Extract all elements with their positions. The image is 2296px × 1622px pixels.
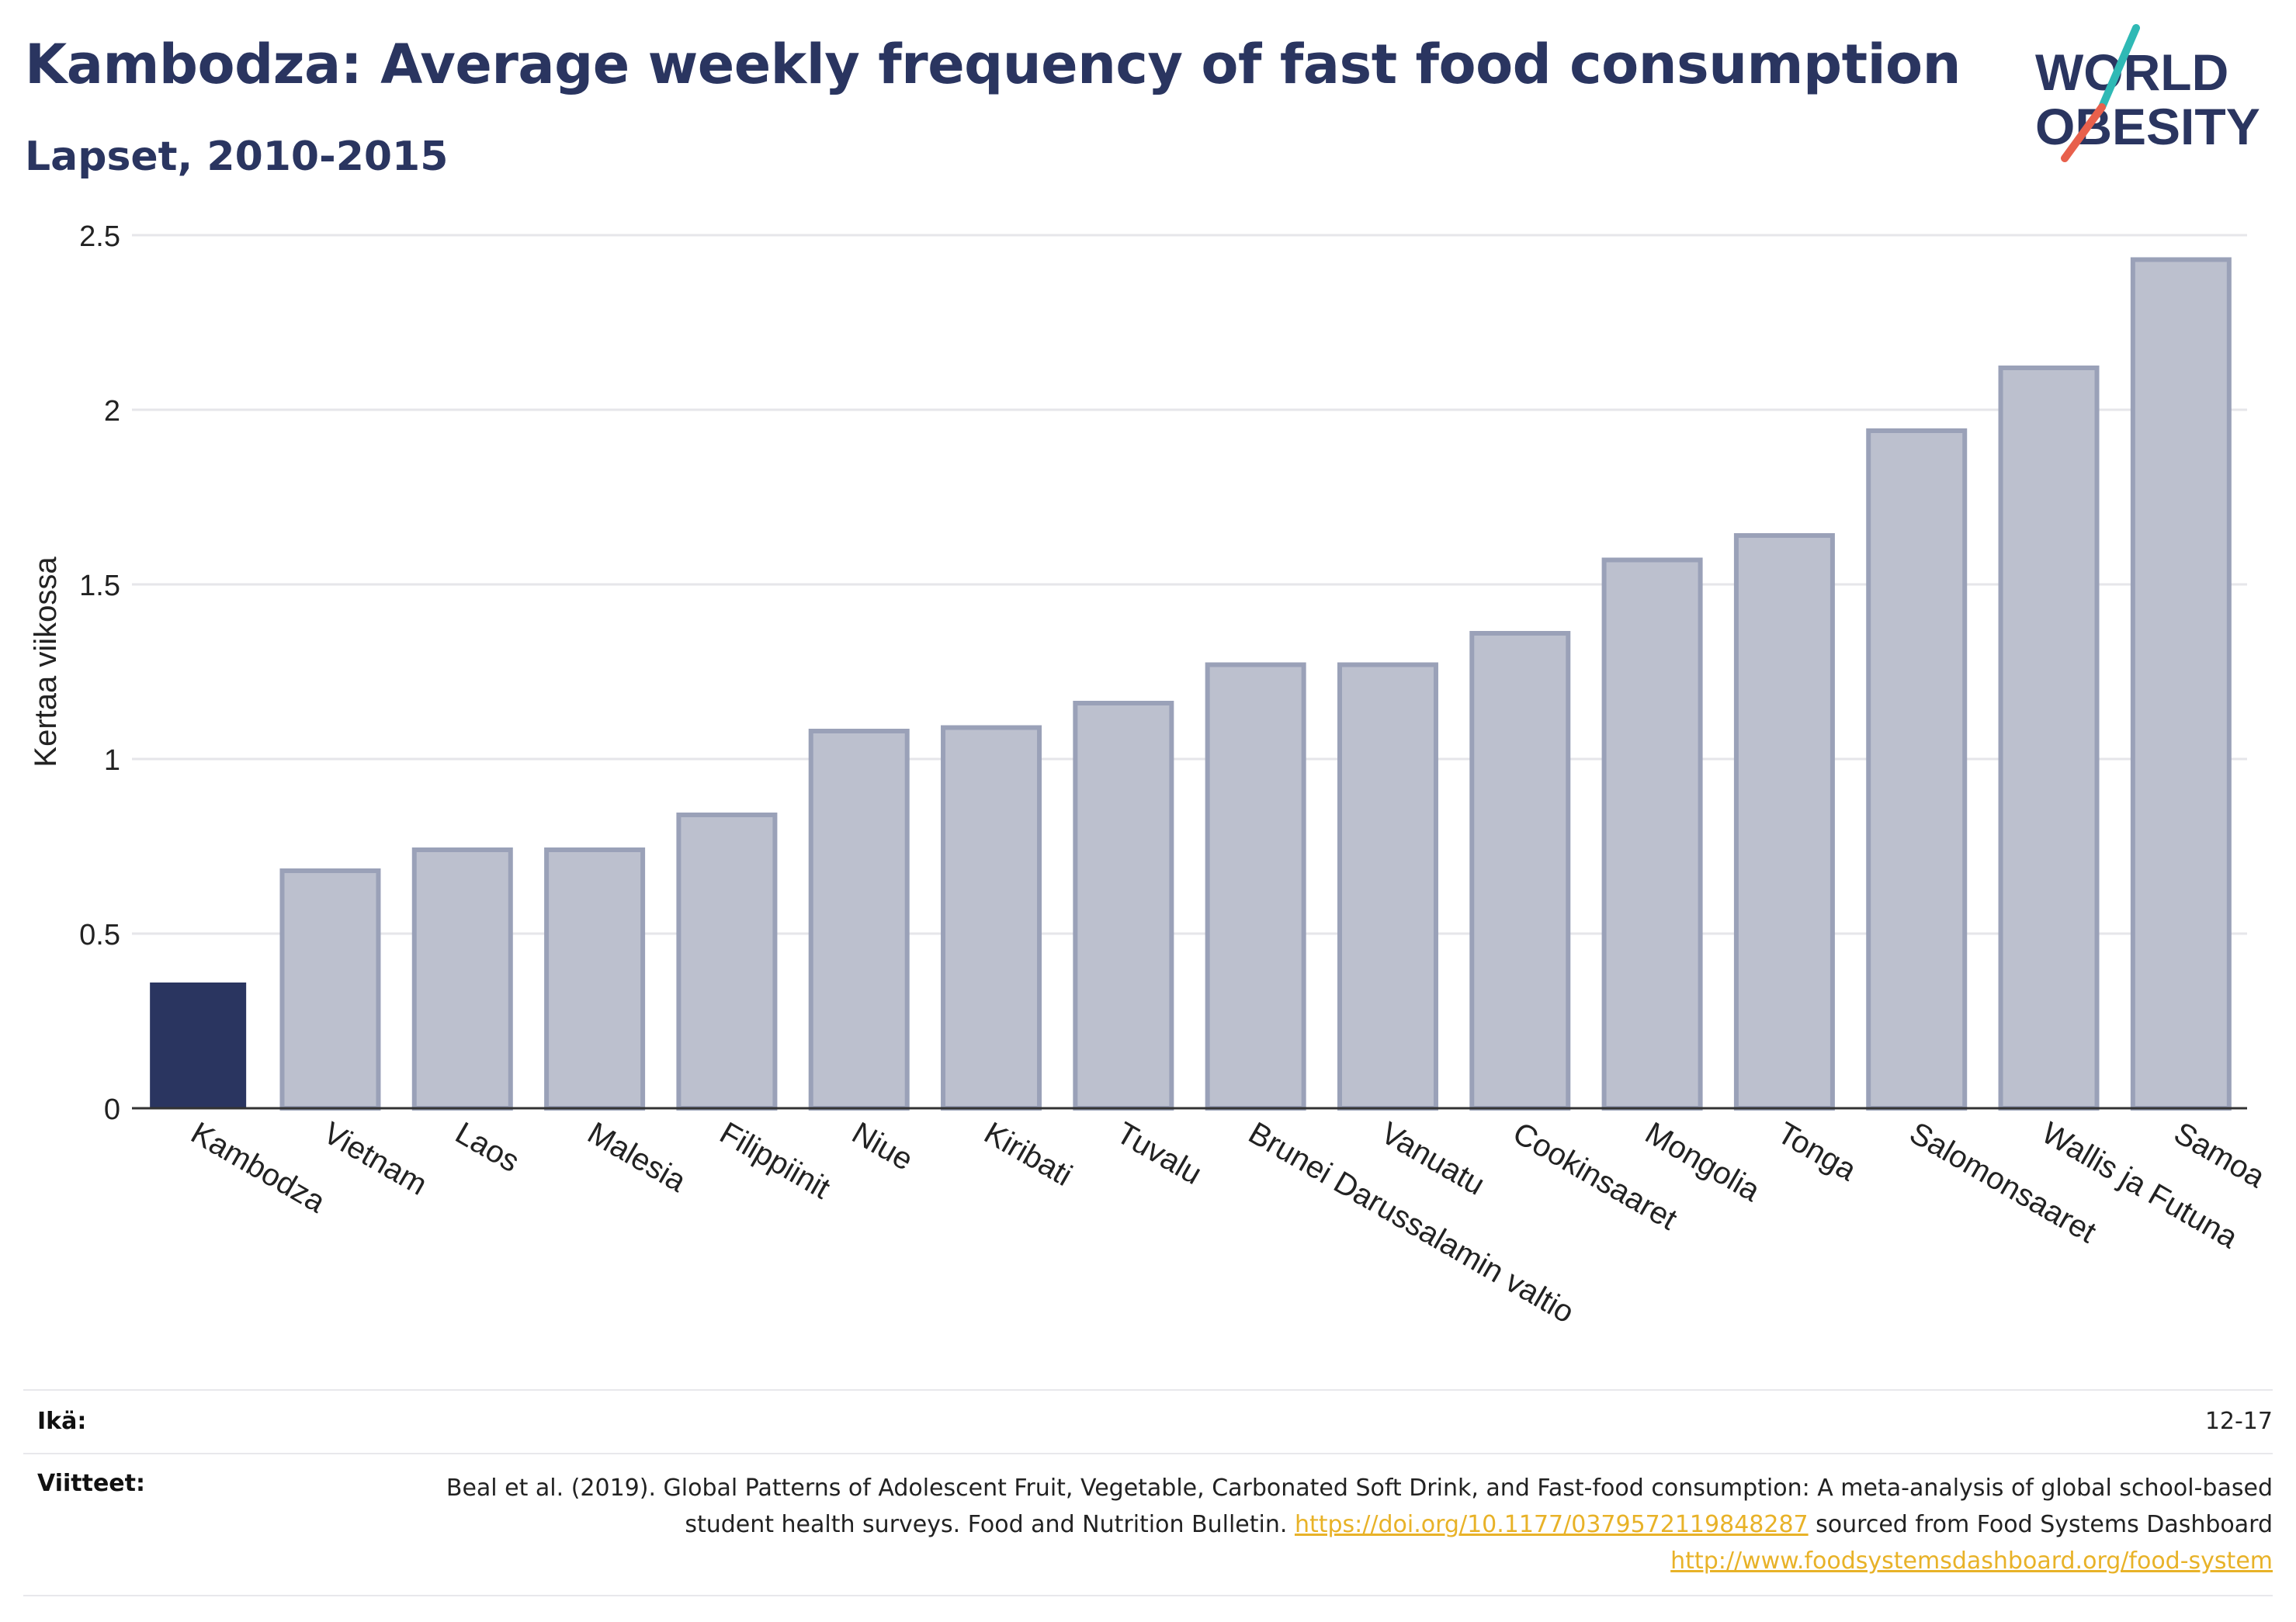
bar [279, 868, 381, 1111]
bar [150, 983, 247, 1108]
references-row: Viitteet: Beal et al. (2019). Global Pat… [23, 1453, 2273, 1596]
y-tick-label: 1.5 [79, 570, 120, 602]
references-label: Viitteet: [37, 1470, 145, 1497]
age-value: 12-17 [2204, 1408, 2273, 1435]
x-tick-label: Niue [846, 1116, 918, 1177]
bar [2130, 257, 2232, 1111]
bar [544, 847, 646, 1111]
bar [1601, 557, 1703, 1111]
y-tick-label: 0.5 [79, 919, 120, 951]
y-axis-label: Kertaa viikossa [29, 556, 63, 768]
x-tick-label: Laos [449, 1116, 525, 1179]
bar [676, 813, 778, 1111]
x-tick-label: Tonga [1771, 1116, 1862, 1188]
x-tick-label: Kiribati [979, 1116, 1078, 1193]
chart-subtitle: Lapset, 2010-2015 [25, 133, 449, 180]
bar [808, 729, 910, 1111]
x-tick-label: Vanuatu [1375, 1116, 1490, 1202]
bar [1337, 662, 1438, 1111]
x-tick-label: Vietnam [317, 1116, 432, 1202]
y-tick-label: 0 [104, 1093, 120, 1126]
x-tick-label: Tuvalu [1111, 1116, 1208, 1191]
bar [1469, 631, 1571, 1111]
age-row: Ikä: 12-17 [23, 1389, 2273, 1453]
y-tick-label: 2 [104, 395, 120, 428]
chart-title: Kambodza: Average weekly frequency of fa… [25, 33, 1961, 96]
reference-text: Beal et al. (2019). Global Patterns of A… [410, 1470, 2273, 1579]
reference-source: sourced from Food Systems Dashboard [1816, 1511, 2273, 1538]
x-tick-label: Filippiinit [714, 1116, 836, 1206]
y-tick-label: 2.5 [79, 220, 120, 253]
y-tick-label: 1 [104, 744, 120, 777]
reference-citation: Beal et al. (2019). Global Patterns of A… [446, 1475, 2273, 1538]
world-obesity-logo: WORLD OBESITY [2035, 24, 2260, 162]
bar [1998, 366, 2100, 1111]
logo-slash-red [2061, 103, 2106, 162]
bar [1073, 701, 1174, 1111]
x-tick-label: Kambodza [186, 1116, 331, 1220]
age-label: Ikä: [37, 1408, 87, 1435]
bar [1733, 533, 1835, 1111]
x-tick-label: Malesia [582, 1116, 692, 1199]
bars [150, 257, 2232, 1111]
bar [1866, 428, 1968, 1111]
doi-link[interactable]: https://doi.org/10.1177/0379572119848287 [1294, 1511, 1809, 1538]
bar [411, 847, 513, 1111]
dashboard-link[interactable]: http://www.foodsystemsdashboard.org/food… [1670, 1547, 2273, 1575]
x-tick-label: Samoa [2168, 1116, 2270, 1195]
chart-footer: Ikä: 12-17 Viitteet: Beal et al. (2019).… [23, 1389, 2273, 1596]
bar [941, 725, 1042, 1111]
y-tick-labels: 0 0.5 1 1.5 2 2.5 [79, 220, 120, 1126]
bar [1205, 662, 1306, 1111]
logo-slash-teal [2098, 24, 2140, 111]
logo-text-world: WORLD [2035, 43, 2228, 101]
